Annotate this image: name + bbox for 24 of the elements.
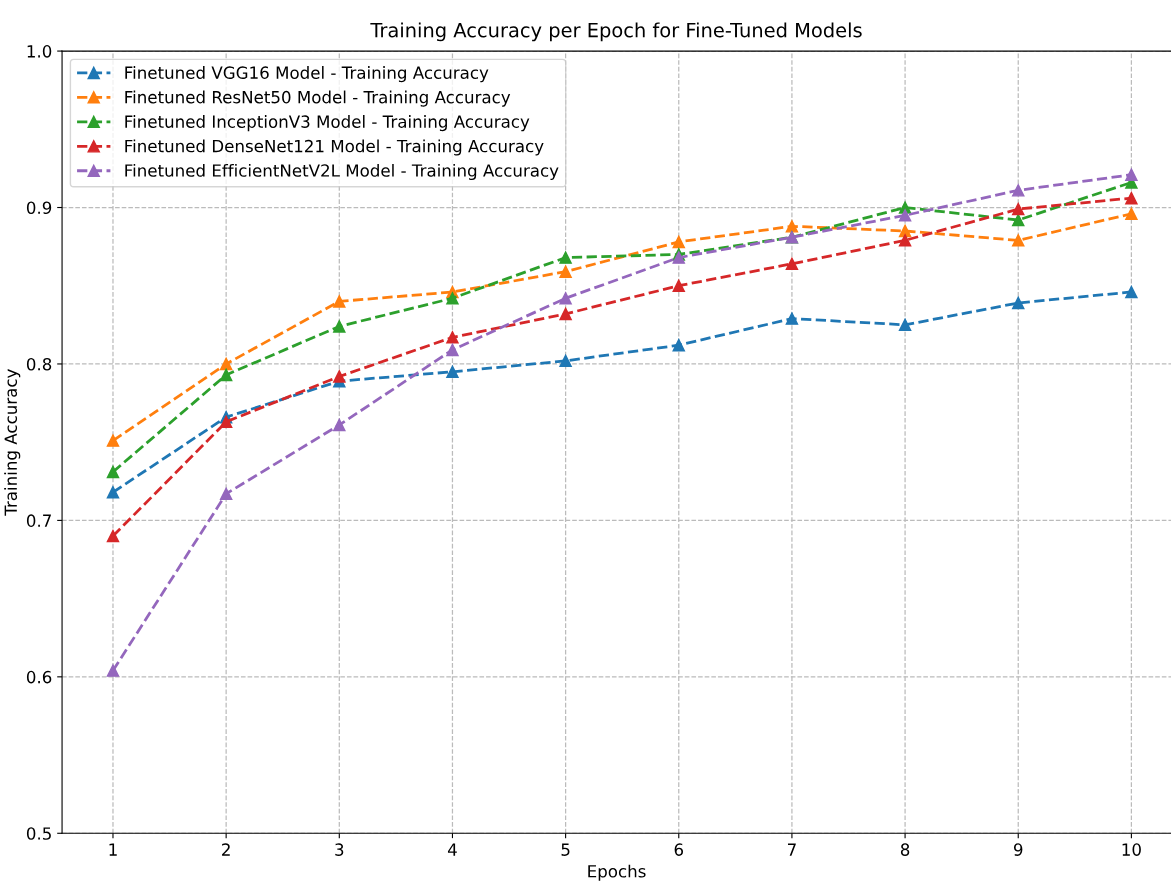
x-tick-label: 5: [561, 843, 570, 856]
x-tick-label: 10: [1122, 843, 1141, 856]
y-tick-label: 0.6: [26, 670, 52, 684]
chart-title: Training Accuracy per Epoch for Fine-Tuned Models: [370, 22, 862, 42]
x-tick-label: 1: [109, 843, 117, 856]
legend-label: Finetuned VGG16 Model - Training Accuracy: [125, 66, 489, 83]
x-axis-title: Epochs: [588, 864, 646, 881]
y-tick-label: 1.0: [27, 45, 52, 58]
legend-label: Finetuned DenseNet121 Model - Training Accuracy: [125, 139, 544, 156]
x-tick-label: 8: [900, 843, 910, 856]
y-tick-label: 0.5: [26, 827, 51, 840]
y-tick-label: 0.9: [26, 201, 52, 215]
x-tick-label: 6: [674, 843, 684, 856]
x-tick-label: 2: [222, 843, 230, 856]
x-tick-label: 7: [787, 843, 796, 856]
legend-label: Finetuned InceptionV3 Model - Training Accuracy: [125, 115, 530, 132]
y-tick-label: 0.8: [26, 357, 52, 371]
y-axis-title: Training Accuracy: [4, 369, 21, 516]
legend-label: Finetuned EfficientNetV2L Model - Training Accuracy: [125, 163, 559, 181]
x-tick-label: 3: [335, 843, 344, 856]
x-tick-label: 4: [447, 843, 457, 856]
y-tick-label: 0.7: [26, 514, 51, 527]
x-tick-label: 9: [1013, 843, 1023, 856]
legend-label: Finetuned ResNet50 Model - Training Accuracy: [125, 90, 511, 107]
